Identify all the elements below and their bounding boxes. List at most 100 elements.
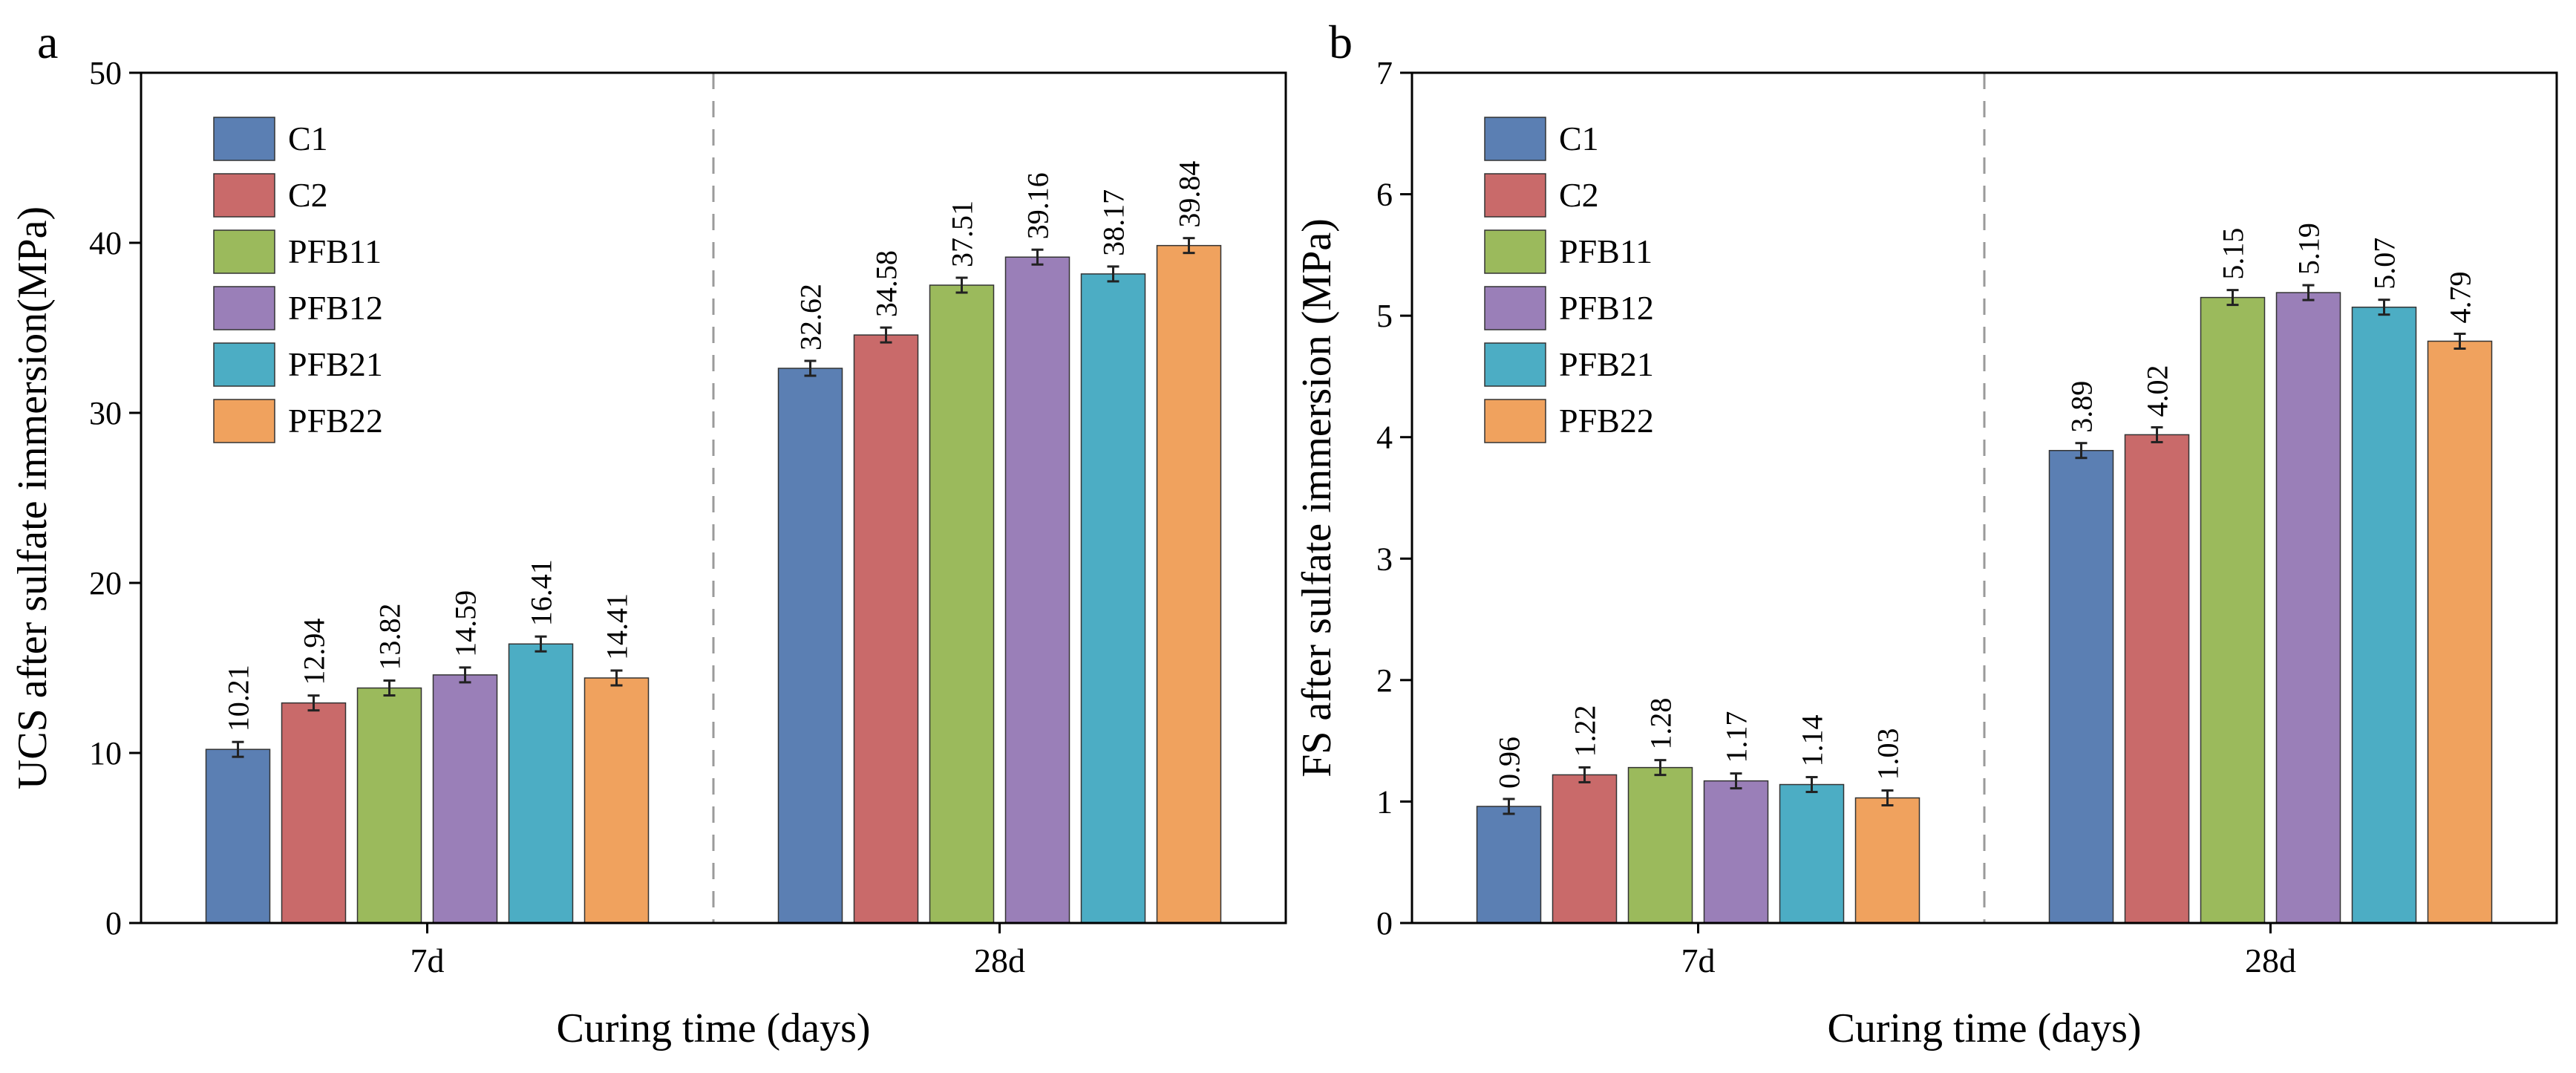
legend-label: PFB12 <box>1559 289 1654 327</box>
panel-a-ucs-chart: a 10.21 12.94 13.82 14.59 16.41 14.41 7d 32.62 34… <box>10 16 1287 1051</box>
bar-value-label: 3.89 <box>2065 381 2099 433</box>
y-tick-label: 5 <box>1376 298 1393 334</box>
y-tick-label: 30 <box>89 395 122 431</box>
bar-c2-7d <box>281 702 347 924</box>
legend-swatch-c2 <box>213 173 275 218</box>
y-axis-title: UCS after sulfate immersion(MPa) <box>10 206 56 789</box>
bar-pfb11-7d <box>356 687 422 924</box>
y-tick-label: 0 <box>105 905 122 942</box>
bar-value-label: 14.41 <box>601 593 634 660</box>
bar-value-label: 13.82 <box>373 604 407 671</box>
legend-label: C2 <box>1559 176 1599 214</box>
bar-c2-28d <box>2124 434 2190 924</box>
bar-pfb22-7d <box>583 677 650 924</box>
legend-label: PFB11 <box>288 232 382 270</box>
y-tick-label: 1 <box>1376 783 1393 820</box>
x-tick-label: 7d <box>1681 942 1716 979</box>
bar-pfb22-7d <box>1854 797 1920 924</box>
legend-swatch-pfb11 <box>213 229 275 274</box>
bar-pfb21-28d <box>1080 273 1146 924</box>
bar-pfb22-28d <box>2427 340 2493 924</box>
bar-value-label: 16.41 <box>525 559 558 626</box>
bar-value-label: 5.19 <box>2292 223 2326 275</box>
y-tick-label: 10 <box>89 735 122 772</box>
panel-label: b <box>1329 16 1353 68</box>
bar-value-label: 5.15 <box>2217 228 2250 280</box>
legend-swatch-c1 <box>213 117 275 161</box>
bar-pfb21-28d <box>2351 306 2417 924</box>
legend-swatch-pfb21 <box>213 342 275 387</box>
legend: C1 C2 PFB11 PFB12 PFB21 PFB22 <box>1484 117 1654 443</box>
bar-value-label: 10.21 <box>222 665 255 731</box>
bar-value-label: 1.28 <box>1644 698 1678 750</box>
legend-swatch-pfb11 <box>1484 229 1546 274</box>
legend-label: C1 <box>1559 120 1599 157</box>
plot-frame <box>140 71 1287 924</box>
bar-pfb12-28d <box>2275 292 2341 924</box>
bar-pfb11-7d <box>1627 766 1693 924</box>
bar-value-label: 38.17 <box>1097 189 1131 256</box>
panel-label: a <box>37 16 58 68</box>
legend-label: PFB12 <box>288 289 383 327</box>
legend-swatch-pfb12 <box>213 286 275 330</box>
x-tick-label: 28d <box>2245 942 2296 979</box>
y-tick-label: 50 <box>89 55 122 91</box>
bar-value-label: 14.59 <box>449 590 483 657</box>
bar-value-label: 1.03 <box>1871 728 1905 780</box>
bar-value-label: 4.79 <box>2444 271 2477 323</box>
y-tick-label: 0 <box>1376 905 1393 942</box>
y-tick-label: 6 <box>1376 177 1393 213</box>
y-axis-title: FS after sulfate immersion (MPa) <box>1294 218 1340 777</box>
bar-value-label: 1.14 <box>1796 715 1829 767</box>
legend-label: PFB21 <box>1559 345 1654 383</box>
bar-c2-7d <box>1552 774 1618 924</box>
bar-value-label: 39.16 <box>1021 172 1055 239</box>
bar-value-label: 12.94 <box>298 619 331 685</box>
bar-pfb11-28d <box>2200 296 2266 924</box>
x-axis-title: Curing time (days) <box>1827 1005 2141 1051</box>
bar-value-label: 1.17 <box>1720 711 1753 763</box>
legend-label: PFB22 <box>1559 402 1654 440</box>
legend-label: PFB21 <box>288 345 383 383</box>
bar-c1-28d <box>777 368 843 924</box>
bar-c1-7d <box>1476 806 1542 924</box>
bar-value-label: 37.51 <box>946 200 979 267</box>
y-tick-label: 20 <box>89 565 122 601</box>
legend-swatch-pfb22 <box>1484 399 1546 443</box>
bar-value-label: 0.96 <box>1493 737 1526 789</box>
bar-c1-28d <box>2048 449 2114 924</box>
bar-pfb21-7d <box>508 643 574 924</box>
plot-frame <box>1410 71 2558 924</box>
y-tick-label: 2 <box>1376 662 1393 699</box>
bar-c2-28d <box>853 334 919 924</box>
bar-value-label: 34.58 <box>870 250 903 317</box>
bar-pfb12-7d <box>1703 780 1769 924</box>
y-tick-label: 4 <box>1376 420 1393 456</box>
bar-value-label: 32.62 <box>794 284 828 350</box>
y-tick-label: 3 <box>1376 541 1393 577</box>
bar-c1-7d <box>205 749 271 924</box>
bar-pfb22-28d <box>1156 244 1222 924</box>
legend-label: PFB11 <box>1559 232 1653 270</box>
legend-label: C1 <box>288 120 328 157</box>
legend-swatch-pfb22 <box>213 399 275 443</box>
bar-value-label: 4.02 <box>2141 365 2174 417</box>
x-tick-label: 28d <box>974 942 1025 979</box>
bar-pfb12-28d <box>1004 256 1070 924</box>
legend-swatch-c1 <box>1484 117 1546 161</box>
bar-value-label: 1.22 <box>1569 705 1602 757</box>
legend-swatch-pfb21 <box>1484 342 1546 387</box>
bar-value-label: 5.07 <box>2368 238 2402 290</box>
legend-label: PFB22 <box>288 402 383 440</box>
legend-swatch-pfb12 <box>1484 286 1546 330</box>
bar-pfb21-7d <box>1779 783 1845 924</box>
legend-swatch-c2 <box>1484 173 1546 218</box>
x-axis-title: Curing time (days) <box>556 1005 870 1051</box>
bar-pfb11-28d <box>929 284 995 924</box>
y-tick-label: 40 <box>89 225 122 261</box>
y-tick-label: 7 <box>1376 55 1393 91</box>
bar-value-label: 39.84 <box>1173 161 1206 228</box>
bar-pfb12-7d <box>432 674 498 924</box>
panel-b-fs-chart: b 0.96 1.22 1.28 1.17 1.14 1.03 7d 3.89 4.02 5.15 5… <box>1294 16 2558 1051</box>
